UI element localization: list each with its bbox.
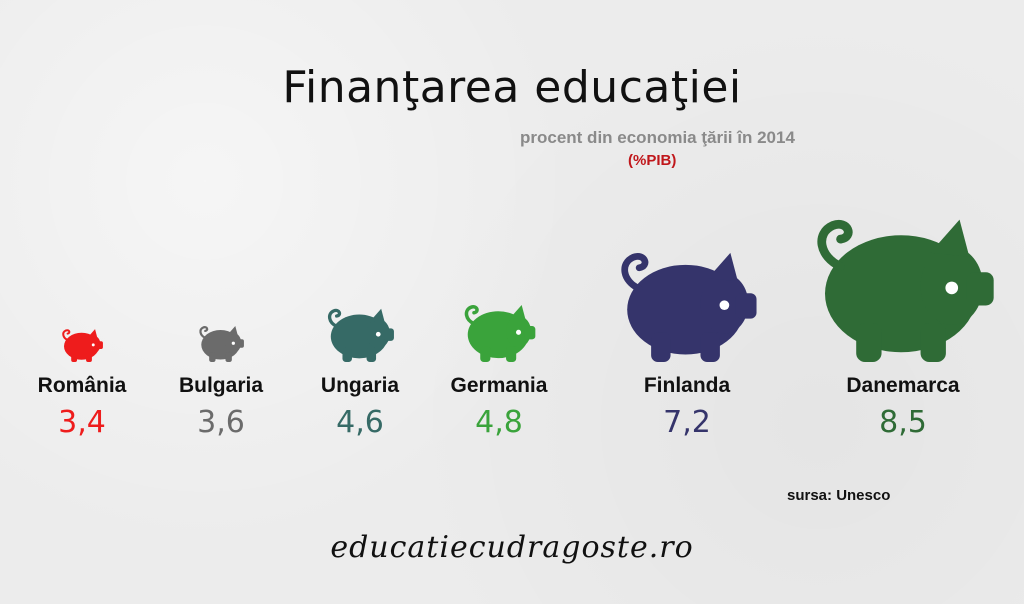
chart-subtitle: procent din economia ţării în 2014 [520,128,795,147]
piggy-bank-icon [464,304,536,362]
value-label: 7,2 [663,405,711,440]
unit-label: (%PIB) [628,152,677,169]
chart-title: Finanţarea educaţiei [282,62,742,113]
country-label: Danemarca [846,374,960,397]
country-label: Bulgaria [179,374,263,397]
country-label: Germania [451,374,548,397]
piggy-bank-icon [62,329,103,362]
piggy-bank-icon [817,219,994,362]
value-label: 8,5 [879,405,927,440]
piggy-bank-icon [327,308,394,362]
value-label: 4,6 [336,405,384,440]
piggy-bank-icon [199,325,244,362]
source-note: sursa: Unesco [787,487,891,504]
piggy-bank-icon [621,252,757,362]
country-label: Ungaria [321,374,400,397]
value-label: 3,6 [197,405,245,440]
value-label: 3,4 [58,405,106,440]
value-label: 4,8 [475,405,523,440]
country-label: România [38,374,127,397]
site-watermark: educatiecudragoste.ro [330,530,694,565]
country-label: Finlanda [644,374,731,397]
